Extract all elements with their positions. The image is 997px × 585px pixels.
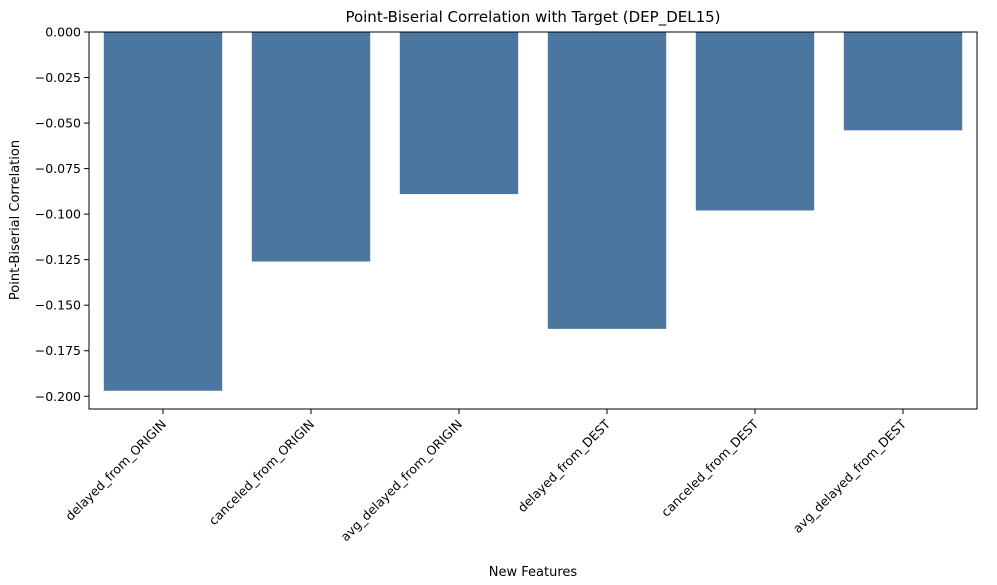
bar-delayed_from_DEST: [547, 32, 667, 329]
y-tick-label: −0.125: [35, 252, 81, 267]
x-tick-label: avg_delayed_from_ORIGIN: [337, 417, 465, 545]
y-tick-label: −0.050: [35, 116, 81, 131]
x-axis-label: New Features: [489, 565, 578, 580]
bar-delayed_from_ORIGIN: [103, 32, 223, 391]
bar-avg_delayed_from_DEST: [843, 32, 963, 131]
y-axis-label: Point-Biserial Correlation: [8, 140, 23, 300]
y-tick-label: −0.200: [35, 389, 81, 404]
y-tick-label: −0.100: [35, 207, 81, 222]
bar-canceled_from_ORIGIN: [251, 32, 371, 262]
x-tick-label: delayed_from_ORIGIN: [62, 417, 169, 524]
x-axis-ticks: delayed_from_ORIGIN canceled_from_ORIGIN a…: [62, 409, 909, 544]
y-tick-label: −0.025: [35, 70, 81, 85]
y-tick-label: −0.150: [35, 298, 81, 313]
y-axis-ticks: 0.000 −0.025 −0.050 −0.075 −0.100 −0.125 −0.15…: [35, 25, 89, 404]
x-tick-label: delayed_from_DEST: [515, 416, 614, 515]
x-tick-label: canceled_from_ORIGIN: [206, 417, 317, 528]
x-tick-label: canceled_from_DEST: [658, 416, 761, 519]
y-tick-label: 0.000: [45, 25, 81, 40]
bar-avg_delayed_from_ORIGIN: [399, 32, 519, 195]
bar-canceled_from_DEST: [695, 32, 815, 211]
y-tick-label: −0.075: [35, 161, 81, 176]
y-tick-label: −0.175: [35, 343, 81, 358]
chart-title: Point-Biserial Correlation with Target (…: [345, 8, 720, 27]
plot-frame: [88, 31, 978, 410]
bars-layer: [103, 32, 963, 391]
x-tick-label: avg_delayed_from_DEST: [790, 416, 910, 536]
